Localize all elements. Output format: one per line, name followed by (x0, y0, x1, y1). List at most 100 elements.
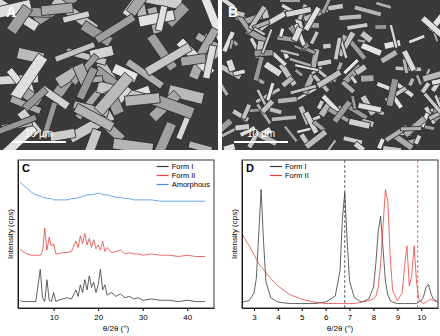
axis-line (18, 161, 19, 309)
legend-label: Form II (172, 171, 196, 180)
crystal (41, 3, 74, 16)
legend: Form IForm II (270, 162, 309, 180)
panel-label: A (6, 4, 16, 20)
crystal (226, 59, 236, 72)
tick-mark (143, 308, 144, 311)
crystal (94, 72, 133, 115)
crystal (277, 96, 297, 104)
crystal (327, 3, 343, 11)
crystal (408, 34, 425, 44)
crystal (317, 59, 332, 67)
crystal (154, 121, 177, 150)
tick-label: 8 (372, 313, 377, 322)
crystal (309, 31, 319, 45)
tick: 10 (50, 308, 59, 322)
sem-image: A 10 µm (0, 0, 235, 162)
crystal (294, 69, 303, 78)
crystal (253, 56, 265, 82)
crystal (360, 30, 374, 43)
tick: 6 (324, 308, 329, 322)
crystal (420, 16, 440, 39)
crystal (241, 103, 252, 119)
crystal (389, 24, 398, 48)
crystal (400, 126, 421, 130)
sem-texture (222, 0, 440, 150)
figure-canvas: A 10 µm B 10 µm 10 20 30 40 θ/2θ (°) Intensity (c… (0, 0, 440, 336)
tick: 4 (276, 308, 281, 322)
crystal (82, 128, 102, 150)
panel-label: B (228, 4, 238, 20)
legend-swatch (270, 166, 282, 167)
crystal (112, 138, 153, 150)
crystal (223, 143, 236, 150)
tick-label: 10 (50, 313, 59, 322)
tick: 5 (300, 308, 305, 322)
chart-panel: 10203040θ/2θ (°)Intensity (cps)CForm IFo… (6, 160, 215, 333)
crystal (384, 39, 402, 49)
crystal (126, 0, 149, 16)
crystal (279, 0, 300, 3)
crystal (341, 80, 356, 94)
crystal (222, 77, 229, 96)
crystal (322, 139, 336, 150)
sem-background (222, 0, 440, 150)
plot-area (242, 160, 438, 308)
crystal (358, 102, 382, 112)
panel-label: D (246, 162, 254, 174)
series-line (242, 190, 438, 304)
y-axis-title: Intensity (cps) (230, 209, 239, 259)
tick: 10 (417, 308, 426, 322)
sem-texture (0, 0, 218, 150)
crystal (266, 82, 275, 101)
tick: 20 (94, 308, 103, 322)
tick-mark (350, 308, 351, 311)
sem-image: B 10 µm (214, 0, 440, 157)
crystal (263, 61, 282, 77)
axis-yticks (18, 161, 19, 309)
crystal (408, 77, 416, 86)
scale-bar-label: 10 µm (25, 128, 53, 139)
crystal (49, 128, 75, 141)
crystal (375, 1, 391, 9)
axis-xticks: 10 20 30 40 (19, 308, 215, 322)
crystal (375, 24, 387, 29)
crystal (431, 78, 440, 85)
tick-label: 30 (139, 313, 148, 322)
crystal (349, 75, 357, 84)
legend-label: Amorphous (172, 180, 211, 189)
crystal (188, 141, 213, 150)
tick-label: 40 (183, 313, 192, 322)
x-axis-title: θ/2θ (°) (327, 324, 354, 333)
tick-mark (421, 308, 422, 311)
tick-label: 6 (324, 313, 329, 322)
scale-bar-label: 10 µm (247, 128, 275, 139)
tick-mark (326, 308, 327, 311)
tick-label: 4 (276, 313, 281, 322)
crystal (354, 5, 382, 17)
crystal (285, 6, 312, 17)
crystal (322, 43, 331, 49)
crystal (233, 69, 246, 76)
crystal (304, 129, 328, 149)
crystal (347, 22, 369, 30)
tick-label: 20 (94, 313, 103, 322)
legend-label: Form I (285, 162, 307, 171)
series-line (242, 190, 438, 304)
series-line (20, 228, 205, 256)
crystal (291, 26, 303, 42)
tick: 8 (372, 308, 377, 322)
crystal (7, 4, 33, 34)
reference-line (344, 160, 345, 308)
tick: 3 (252, 308, 257, 322)
crystal (413, 134, 421, 145)
legend-swatch (157, 166, 169, 167)
crystal (124, 93, 160, 107)
legend-swatch (157, 184, 169, 185)
crystal (290, 84, 317, 95)
crystal (76, 66, 98, 100)
crystal (94, 14, 135, 44)
crystal (280, 49, 300, 57)
panel-label: C (22, 162, 30, 174)
crystal (283, 125, 298, 143)
axis-line (242, 161, 243, 309)
